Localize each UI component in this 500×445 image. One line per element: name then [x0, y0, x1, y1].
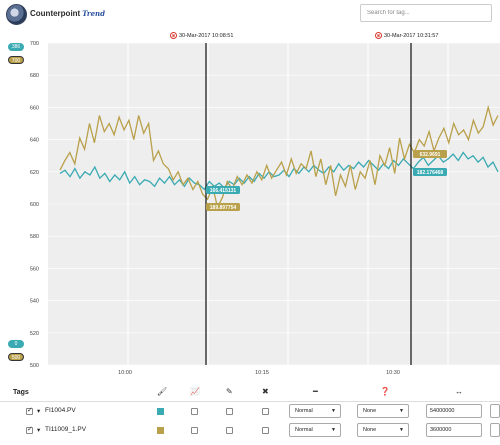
- help-icon: ❓: [380, 387, 390, 396]
- tag-row: ▾ FI1004.PV Normal▼ None▼ 54000000: [0, 403, 500, 425]
- app-brand: Counterpoint Trend: [30, 9, 105, 18]
- tag-visible-checkbox[interactable]: [26, 425, 33, 434]
- tag-name: FI1004.PV: [45, 407, 76, 414]
- tag-style-select[interactable]: None ▼: [357, 404, 409, 418]
- line-chart-icon: 📈: [190, 387, 200, 396]
- tag-option-checkbox[interactable]: [226, 408, 233, 415]
- cursor-value-badge: [206, 186, 240, 194]
- brand-suffix: Trend: [82, 9, 106, 18]
- tag-span-input[interactable]: 3600000: [426, 423, 482, 437]
- x-tick-label: 10:30: [386, 370, 400, 376]
- tag-span-input[interactable]: 54000000: [426, 404, 482, 418]
- app-header: Counterpoint Trend: [0, 0, 500, 30]
- paintbrush-icon: 🖌: [157, 387, 168, 396]
- y-tick-label: 680: [30, 73, 39, 79]
- tag-option-checkbox[interactable]: [191, 427, 198, 434]
- tag-option-checkbox[interactable]: [226, 427, 233, 434]
- y-tick-label: 620: [30, 170, 39, 176]
- cursor-2-time: 30-Mar-2017 10:31:57: [384, 32, 439, 39]
- close-icon: ✖: [262, 387, 269, 396]
- cursor-value-label: 182.176468: [417, 170, 444, 176]
- trend-chart[interactable]: 700 680 660 640 620 600 580 560 540 520 500 10:00 10…: [0, 40, 500, 380]
- x-tick-label: 10:00: [118, 370, 132, 376]
- tag-mode-select[interactable]: Normal ▼: [289, 423, 341, 437]
- cursor-value-label: 632.9691: [420, 152, 441, 158]
- counterpoint-logo-icon: [6, 4, 27, 25]
- tag-option-checkbox[interactable]: [262, 408, 269, 415]
- y-tick-label: 660: [30, 105, 39, 111]
- cursor-1-time: 30-Mar-2017 10:08:51: [179, 32, 234, 39]
- tag-option-checkbox[interactable]: [191, 408, 198, 415]
- tags-header: Tags 🖌 📈 ✎ ✖ ━ ❓ ↔: [0, 382, 500, 402]
- tag-search-input[interactable]: [360, 4, 492, 22]
- minus-icon: ━: [313, 387, 318, 396]
- y-tick-label: 580: [30, 234, 39, 240]
- cursor-value-label: 166.415131: [210, 188, 237, 194]
- width-arrows-icon: ↔: [455, 387, 463, 396]
- cursor-value-badge: [206, 203, 240, 211]
- series-line: [59, 104, 499, 210]
- remove-cursor-2-icon[interactable]: [375, 32, 382, 39]
- remove-cursor-1-icon[interactable]: [170, 32, 177, 39]
- tag-color-swatch[interactable]: [157, 408, 164, 415]
- x-tick-label: 10:15: [255, 370, 269, 376]
- tag-option-checkbox[interactable]: [262, 427, 269, 434]
- tag-name: TI11009_1.PV: [45, 426, 87, 433]
- gold-scale-max-pill[interactable]: 700: [8, 56, 24, 64]
- cursor-1-label: 30-Mar-2017 10:08:51: [170, 32, 233, 39]
- pin-icon: ✎: [226, 387, 233, 396]
- cursor-value-label: 189.897754: [210, 205, 237, 211]
- y-tick-label: 520: [30, 331, 39, 337]
- brand-name: Counterpoint: [30, 9, 81, 18]
- teal-scale-max-pill[interactable]: 386: [8, 43, 24, 51]
- tag-row: ▾ TI11009_1.PV Normal▼ None▼ 3600000: [0, 422, 500, 444]
- tag-visible-checkbox[interactable]: [26, 406, 33, 415]
- cursor-2-label: 30-Mar-2017 10:31:57: [375, 32, 438, 39]
- cursor-value-badge: [413, 150, 447, 158]
- y-tick-label: 540: [30, 299, 39, 305]
- y-tick-label: 640: [30, 138, 39, 144]
- tag-extra-input[interactable]: [490, 404, 500, 418]
- tag-expand-icon[interactable]: ▾: [37, 408, 41, 415]
- series-line: [59, 151, 499, 191]
- y-tick-label: 600: [30, 202, 39, 208]
- tag-style-select[interactable]: None ▼: [357, 423, 409, 437]
- y-tick-label: 500: [30, 363, 39, 369]
- gold-scale-min-pill[interactable]: 500: [8, 353, 24, 361]
- tags-title: Tags: [13, 389, 29, 396]
- teal-scale-min-pill[interactable]: 0: [8, 340, 24, 348]
- tag-mode-select[interactable]: Normal ▼: [289, 404, 341, 418]
- trend-chart-svg[interactable]: 700 680 660 640 620 600 580 560 540 520 500 10:00 10…: [0, 40, 500, 380]
- tag-expand-icon[interactable]: ▾: [37, 427, 41, 434]
- tag-color-swatch[interactable]: [157, 427, 164, 434]
- tag-extra-input[interactable]: [490, 423, 500, 437]
- cursor-value-badge: [413, 168, 447, 176]
- y-tick-label: 560: [30, 266, 39, 272]
- y-tick-label: 700: [30, 41, 39, 47]
